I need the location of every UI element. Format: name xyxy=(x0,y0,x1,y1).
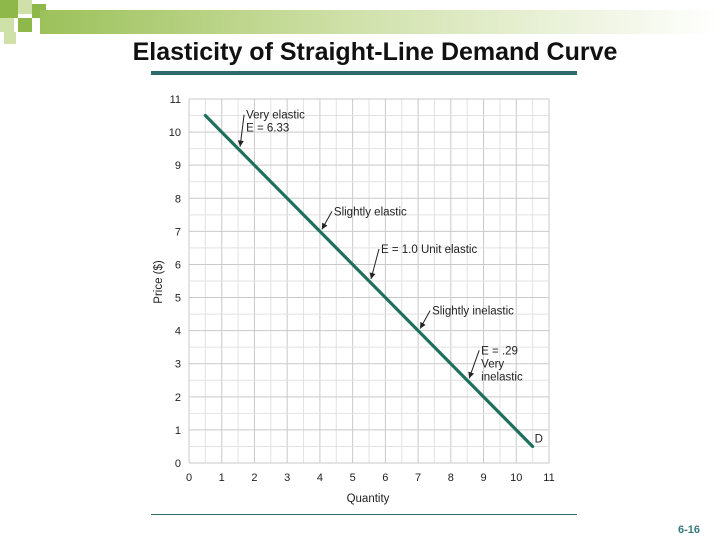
chart-grid xyxy=(188,98,550,464)
x-tick-label: 2 xyxy=(251,472,257,484)
y-tick-label: 1 xyxy=(175,425,181,437)
y-tick-label: 7 xyxy=(175,226,181,238)
arrowhead xyxy=(420,321,426,329)
annotation-slightly-elastic: Slightly elastic xyxy=(321,206,407,230)
corner-square-4 xyxy=(0,18,14,32)
y-tick-labels: 0 1 2 3 4 5 6 7 8 9 10 11 xyxy=(169,94,181,470)
y-tick-label: 8 xyxy=(175,193,181,205)
y-tick-label: 3 xyxy=(175,359,181,371)
y-tick-label: 6 xyxy=(175,259,181,271)
y-tick-label: 0 xyxy=(175,458,181,470)
x-tick-label: 4 xyxy=(317,472,323,484)
x-tick-label: 7 xyxy=(415,472,421,484)
y-tick-label: 4 xyxy=(175,326,181,338)
arrowhead xyxy=(321,222,328,230)
annotation-text: Slightly inelastic xyxy=(432,306,514,318)
annotation-text: inelastic xyxy=(481,371,523,383)
corner-square-2 xyxy=(18,0,32,14)
y-axis-label: Price ($) xyxy=(153,260,165,304)
demand-line xyxy=(203,113,535,449)
y-tick-label: 11 xyxy=(170,94,181,106)
header-gradient-band xyxy=(40,10,720,34)
x-tick-label: 6 xyxy=(382,472,388,484)
annotation-demand-label: D xyxy=(535,433,543,445)
slide-title: Elasticity of Straight-Line Demand Curve xyxy=(132,38,618,66)
arrowhead xyxy=(237,140,244,147)
annotation-text: Slightly elastic xyxy=(334,206,407,218)
y-tick-label: 2 xyxy=(175,392,181,404)
corner-square-6 xyxy=(4,32,16,44)
corner-square-5 xyxy=(18,18,32,32)
arrowhead xyxy=(369,272,376,279)
annotation-text: E = 1.0 Unit elastic xyxy=(381,244,477,256)
x-axis-label: Quantity xyxy=(347,493,390,505)
annotation-text: E = .29 xyxy=(481,345,518,357)
annotation-slightly-inelastic: Slightly inelastic xyxy=(419,306,514,329)
x-tick-label: 9 xyxy=(480,472,486,484)
annotation-unit-elastic: E = 1.0 Unit elastic xyxy=(369,244,477,280)
title-underline xyxy=(151,71,577,75)
y-tick-label: 5 xyxy=(175,293,181,305)
footer-rule xyxy=(151,514,577,515)
annotation-text: E = 6.33 xyxy=(246,123,289,135)
annotation-text: D xyxy=(535,433,543,445)
x-tick-label: 10 xyxy=(510,472,522,484)
x-tick-label: 3 xyxy=(284,472,290,484)
x-tick-labels: 0 1 2 3 4 5 6 7 8 9 10 11 xyxy=(186,472,555,484)
y-tick-label: 9 xyxy=(175,160,181,172)
x-tick-label: 5 xyxy=(350,472,356,484)
annotation-text: Very elastic xyxy=(246,110,305,122)
y-tick-label: 10 xyxy=(169,127,181,139)
x-tick-label: 11 xyxy=(543,472,554,484)
x-tick-label: 8 xyxy=(448,472,454,484)
arrowhead xyxy=(468,371,475,379)
corner-square-1 xyxy=(0,0,18,18)
slide-number: 6-16 xyxy=(677,524,700,536)
x-tick-label: 1 xyxy=(219,472,225,484)
annotation-text: Very xyxy=(481,358,504,370)
x-tick-label: 0 xyxy=(186,472,192,484)
